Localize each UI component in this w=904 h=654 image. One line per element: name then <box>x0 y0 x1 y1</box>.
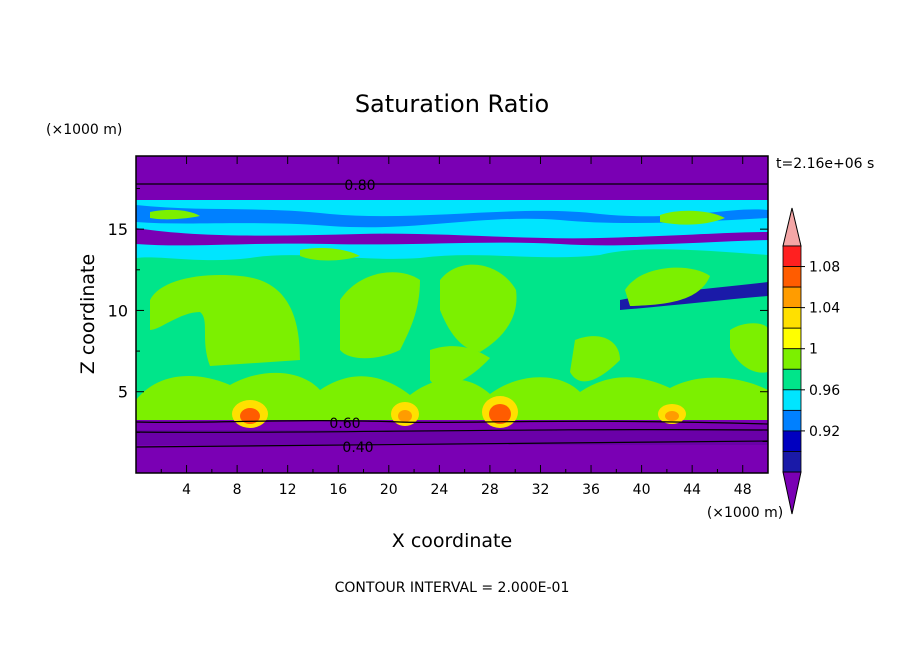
x-tick-label: 12 <box>279 482 297 498</box>
x-tick-label: 36 <box>582 482 600 498</box>
cloud-9 <box>660 210 725 225</box>
x-axis: 4 8 12 16 20 24 28 32 36 40 44 48 <box>160 156 752 498</box>
chart-title: Saturation Ratio <box>355 90 549 118</box>
contour-interval-note: CONTOUR INTERVAL = 2.000E-01 <box>335 580 570 596</box>
upper-dry-band <box>136 156 768 200</box>
x-tick-label: 32 <box>532 482 550 498</box>
colorbar-box <box>782 245 802 267</box>
x-tick-label: 16 <box>329 482 347 498</box>
upper-blue-streak <box>136 205 768 228</box>
contour-line-080-bottom <box>136 420 768 425</box>
plot-field <box>136 156 768 473</box>
peak-dome-3-core <box>489 404 511 424</box>
plot-frame <box>135 155 769 474</box>
colorbar-box <box>782 389 802 411</box>
cloud-10 <box>150 209 200 220</box>
x-tick-label: 40 <box>633 482 651 498</box>
contour-label-040: 0.40 <box>342 440 373 456</box>
cloud-5 <box>570 336 620 382</box>
cloud-8 <box>300 248 360 261</box>
colorbar-box <box>782 368 802 391</box>
colorbar-box <box>782 430 802 452</box>
peak-dome-1-core <box>240 408 260 424</box>
cloud-4 <box>430 346 490 387</box>
colorbar-box <box>782 286 802 309</box>
x-tick-label: 28 <box>481 482 499 498</box>
x-tick-label: 4 <box>182 482 191 498</box>
x-axis-label: X coordinate <box>392 530 512 552</box>
colorbar-box <box>782 409 802 432</box>
colorbar-label: 0.92 <box>809 424 840 440</box>
cloud-7 <box>730 323 768 373</box>
contour-line-060 <box>136 428 768 434</box>
time-label: t=2.16e+06 s <box>776 156 874 172</box>
y-axis-unit: (×1000 m) <box>46 122 122 138</box>
y-tick-label: 5 <box>118 383 128 402</box>
colorbar-label: 1 <box>809 342 818 358</box>
cloud-6 <box>625 267 710 306</box>
cloud-1 <box>150 275 300 366</box>
y-tick-label: 15 <box>108 220 128 239</box>
x-tick-label: 48 <box>734 482 752 498</box>
peak-dome-2-core <box>398 410 412 422</box>
colorbar-label: 0.96 <box>809 383 840 399</box>
x-tick-label: 44 <box>683 482 701 498</box>
colorbar: 1.08 1.04 1 0.96 0.92 <box>782 207 840 515</box>
colorbar-box <box>782 307 802 329</box>
colorbar-box <box>782 327 802 350</box>
lower-dry-band-inner <box>136 430 768 445</box>
cloud-3 <box>440 264 517 352</box>
x-tick-label: 8 <box>233 482 242 498</box>
lower-cloud-layer <box>136 372 768 420</box>
colorbar-top-arrow <box>782 207 802 247</box>
contour-line-040 <box>136 440 768 448</box>
cloud-2 <box>340 272 420 359</box>
x-axis-unit: (×1000 m) <box>707 505 783 521</box>
y-axis-label: Z coordinate <box>77 254 99 374</box>
contour-label-060: 0.60 <box>329 416 360 432</box>
colorbar-box <box>782 266 802 288</box>
y-axis: 5 10 15 <box>108 188 768 433</box>
peak-dome-4-core <box>665 411 679 421</box>
colorbar-label: 1.08 <box>809 260 840 276</box>
colorbar-label: 1.04 <box>809 301 840 317</box>
upper-dry-streak <box>136 228 768 246</box>
x-tick-label: 20 <box>380 482 398 498</box>
x-tick-label: 24 <box>430 482 448 498</box>
colorbar-bottom-arrow <box>782 471 802 515</box>
colorbar-box <box>782 451 802 473</box>
colorbar-box <box>782 348 802 370</box>
contour-label-080-top: 0.80 <box>344 178 375 194</box>
y-tick-label: 10 <box>108 301 128 320</box>
